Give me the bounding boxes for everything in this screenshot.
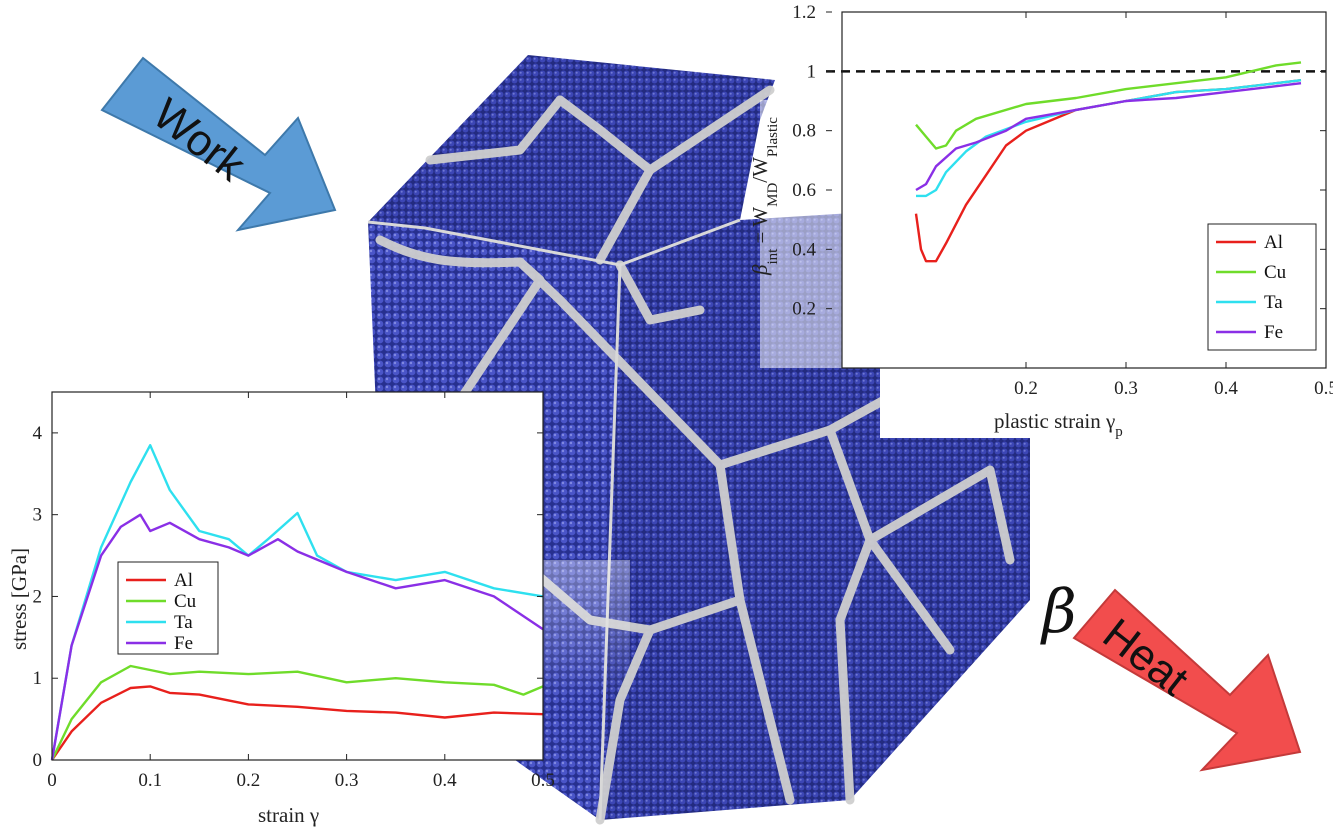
chart1-ylabel: βint = WMD/WPlastic [748,117,781,276]
chart2-fade-right [380,392,543,760]
legend-label-ta: Ta [1264,292,1283,313]
heat-arrow-shape [1072,588,1302,772]
chart2-ylabel: stress [GPa] [7,548,31,650]
y-tick-label: 2 [33,586,43,607]
grain-boundary [375,235,1015,470]
x-tick-label: 0.4 [1214,378,1238,399]
x-tick-label: 0.3 [1114,378,1138,399]
y-tick-label: 1 [807,61,817,82]
stress-strain-chart: 0 0.1 0.2 0.3 0.4 0.5 0 1 2 3 4 strain γ stress [G… [7,391,555,827]
legend-label-cu: Cu [1264,262,1287,283]
x-tick-label: 0.3 [335,770,359,791]
legend-label-fe: Fe [174,633,193,654]
work-arrow: Work [100,56,337,232]
beta-symbol: β [1040,577,1077,647]
series-line-cu [915,61,1302,150]
y-tick-label: 1 [33,668,43,689]
x-tick-label: 0 [47,770,57,791]
cube-top-face [368,55,775,265]
series-line-fe [50,513,544,761]
grain-boundary [735,595,795,805]
legend-label-al: Al [174,570,193,591]
grain-boundary [865,535,955,655]
series-line-al [51,685,544,761]
heat-arrow: Heat [1072,588,1302,772]
y-tick-label: 4 [33,423,43,444]
chart1-legend: Al Cu Ta Fe [1207,223,1317,351]
chart1-fade-backing [760,100,850,368]
series-line-fe [915,82,1302,192]
chart2-frame [51,391,544,761]
cube-edge [598,264,622,821]
x-tick-label: 0.2 [1014,378,1038,399]
grain-boundary [865,465,1015,565]
x-tick-label: 0.5 [531,770,555,791]
x-tick-label: 0.1 [138,770,162,791]
grain-boundary [615,260,705,325]
legend-label-cu: Cu [174,591,197,612]
grain-boundary [425,95,565,165]
grain-boundary [825,425,875,805]
chart1-legend-box [1207,223,1317,351]
x-tick-label: 0.4 [433,770,457,791]
y-tick-label: 0.2 [792,299,816,320]
series-line-ta [916,79,1302,198]
y-tick-label: 0 [33,750,43,771]
chart1-fade-left-bottom [880,330,980,430]
chart1-xlabel: plastic strain γp [994,409,1123,440]
y-tick-label: 0.8 [792,121,816,142]
legend-label-ta: Ta [174,612,193,633]
chart2-legend-box [117,561,219,655]
cube-edge [367,218,741,267]
y-tick-label: 0.6 [792,180,816,201]
legend-label-al: Al [1264,232,1283,253]
series-line-cu [50,664,544,761]
beta-int-chart: 0.2 0.3 0.4 0.5 0.2 0.4 0.6 0.8 1 1.2 plastic str… [748,2,1333,440]
legend-label-fe: Fe [1264,322,1283,343]
grain-boundary [645,85,775,175]
chart2-xlabel: strain γ [258,803,319,827]
y-tick-label: 0.4 [792,239,816,260]
x-tick-label: 0.5 [1314,378,1333,399]
y-tick-label: 3 [33,505,43,526]
work-arrow-shape [100,56,337,232]
x-tick-label: 0.2 [237,770,261,791]
chart1-frame [841,11,1327,369]
grain-boundary [555,95,655,265]
y-tick-label: 1.2 [792,2,816,23]
